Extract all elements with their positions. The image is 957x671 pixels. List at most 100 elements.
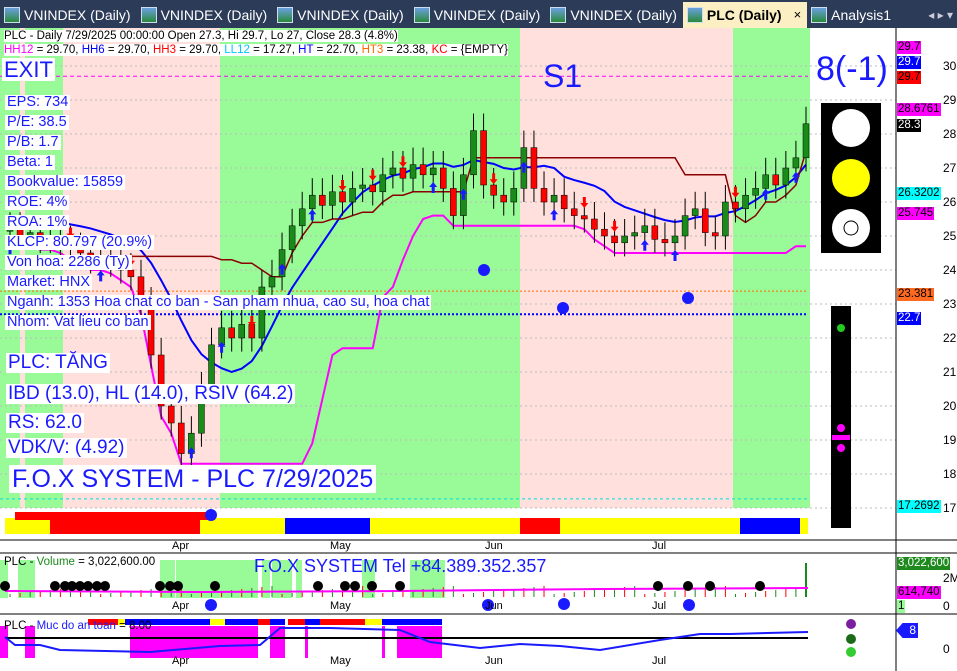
candle-body [490,184,497,196]
safety-status-segment [365,619,382,625]
buy-arrow-icon [96,270,105,282]
candle-body [560,194,568,210]
status-bar-segment [800,518,808,534]
status-dot-icon [846,619,856,629]
trend-label: PLC: TĂNG [6,352,110,373]
candle-body [450,188,457,216]
price-tick: 26 [943,195,957,209]
info-marker-icon [683,599,695,611]
white-light-icon [832,209,870,247]
candle-body [278,249,286,278]
volume-tag: 614,740 [897,586,941,599]
month-label: Jun [485,540,503,552]
status-bar-segment [520,518,560,534]
volume-dot-icon [210,581,220,591]
tab-3[interactable]: VNINDEX (Daily) [410,2,547,28]
safety-value-tag: 8 [896,623,918,638]
safety-zone [382,626,385,658]
tab-6[interactable]: Analysis1 [807,2,897,28]
tab-label: PLC (Daily) [706,7,782,23]
candle-body [500,194,507,203]
candle-body [238,324,245,339]
volume-zone [0,560,8,598]
candle-body [802,123,810,159]
analysis-icon [811,7,828,23]
candle-body [510,188,518,203]
candle-body [409,164,417,179]
green-dot-icon [837,324,845,332]
close-tab-icon[interactable]: × [793,7,802,22]
price-tick: 25 [943,229,957,243]
tab-bar: VNINDEX (Daily) VNINDEX (Daily) VNINDEX (D… [0,0,957,28]
safety-status-segment [225,619,258,625]
tab-scroll-arrows[interactable]: ◂ ▸ ▾ [928,8,953,22]
candle-body [732,201,739,210]
month-label: May [330,540,351,552]
candle-body [440,167,447,189]
level-value: = 29.70, [104,44,153,56]
safety-status-segment [270,619,285,625]
month-label: Apr [172,655,190,667]
volume-zone [262,560,270,598]
buy-arrow-icon [217,341,226,353]
tab-0[interactable]: VNINDEX (Daily) [0,2,137,28]
volume-title-prefix: PLC - [4,556,37,568]
price-tag: 28.3 [897,119,922,132]
safety-status-segment [258,619,270,625]
price-tag: 26.3202 [897,187,941,200]
safety-title-value: = 8.00 [115,620,152,632]
status-bar-segment [50,518,62,534]
level-value: = 29.70, [33,44,82,56]
buy-arrow-icon [550,209,559,221]
price-tag: 17.2692 [897,500,941,513]
candle-body [651,225,659,240]
safety-status-segment [320,619,365,625]
volume-dot-icon [313,581,323,591]
level-name: HH12 [4,44,34,56]
candle-body [752,188,759,196]
candle-body [349,188,356,203]
trend-zone [520,28,733,508]
price-tick: 28 [943,127,957,141]
candle-body [571,208,578,216]
candle-body [228,327,235,339]
price-tick: 22 [943,331,957,345]
level-name: KC [431,44,448,56]
volume-dot-icon [155,581,165,591]
month-label: Jul [652,540,667,552]
buy-arrow-icon [308,209,317,221]
trend-zone [220,28,520,508]
level-name: LL12 [224,44,250,56]
safety-title-prefix: PLC - [4,620,37,632]
volume-title-name: Volume [36,556,75,568]
tab-5[interactable]: PLC (Daily) × [682,2,808,28]
light-ring-icon [843,220,859,236]
safety-line [4,627,809,654]
fundamental-item: P/B: 1.7 [5,134,61,151]
volume-dot-icon [367,581,377,591]
volume-dot-icon [67,581,77,591]
status-bar-segment [740,518,800,534]
candle-body [671,235,679,244]
candle-body [762,174,769,189]
tab-1[interactable]: VNINDEX (Daily) [137,2,274,28]
buy-arrow-icon [761,188,770,200]
candle-body [258,286,266,339]
candle-body [429,167,437,176]
signal-label: EXIT [2,57,55,82]
candle-body [339,191,346,203]
sell-arrow-icon [610,220,619,232]
trend-zone [733,28,810,508]
tab-2[interactable]: VNINDEX (Daily) [273,2,410,28]
safety-zone [305,626,308,658]
tab-4[interactable]: VNINDEX (Daily) [546,2,683,28]
info-marker-icon [482,599,494,611]
sell-arrow-icon [338,180,347,191]
price-tick: 20 [943,399,957,413]
chart-icon [550,7,567,23]
month-label: Jul [652,655,667,667]
safety-status-segment [288,619,305,625]
safety-axis-0: 0 [943,642,950,656]
status-bar-segment [285,518,370,534]
safety-title-name: Muc do an toan [36,620,116,632]
